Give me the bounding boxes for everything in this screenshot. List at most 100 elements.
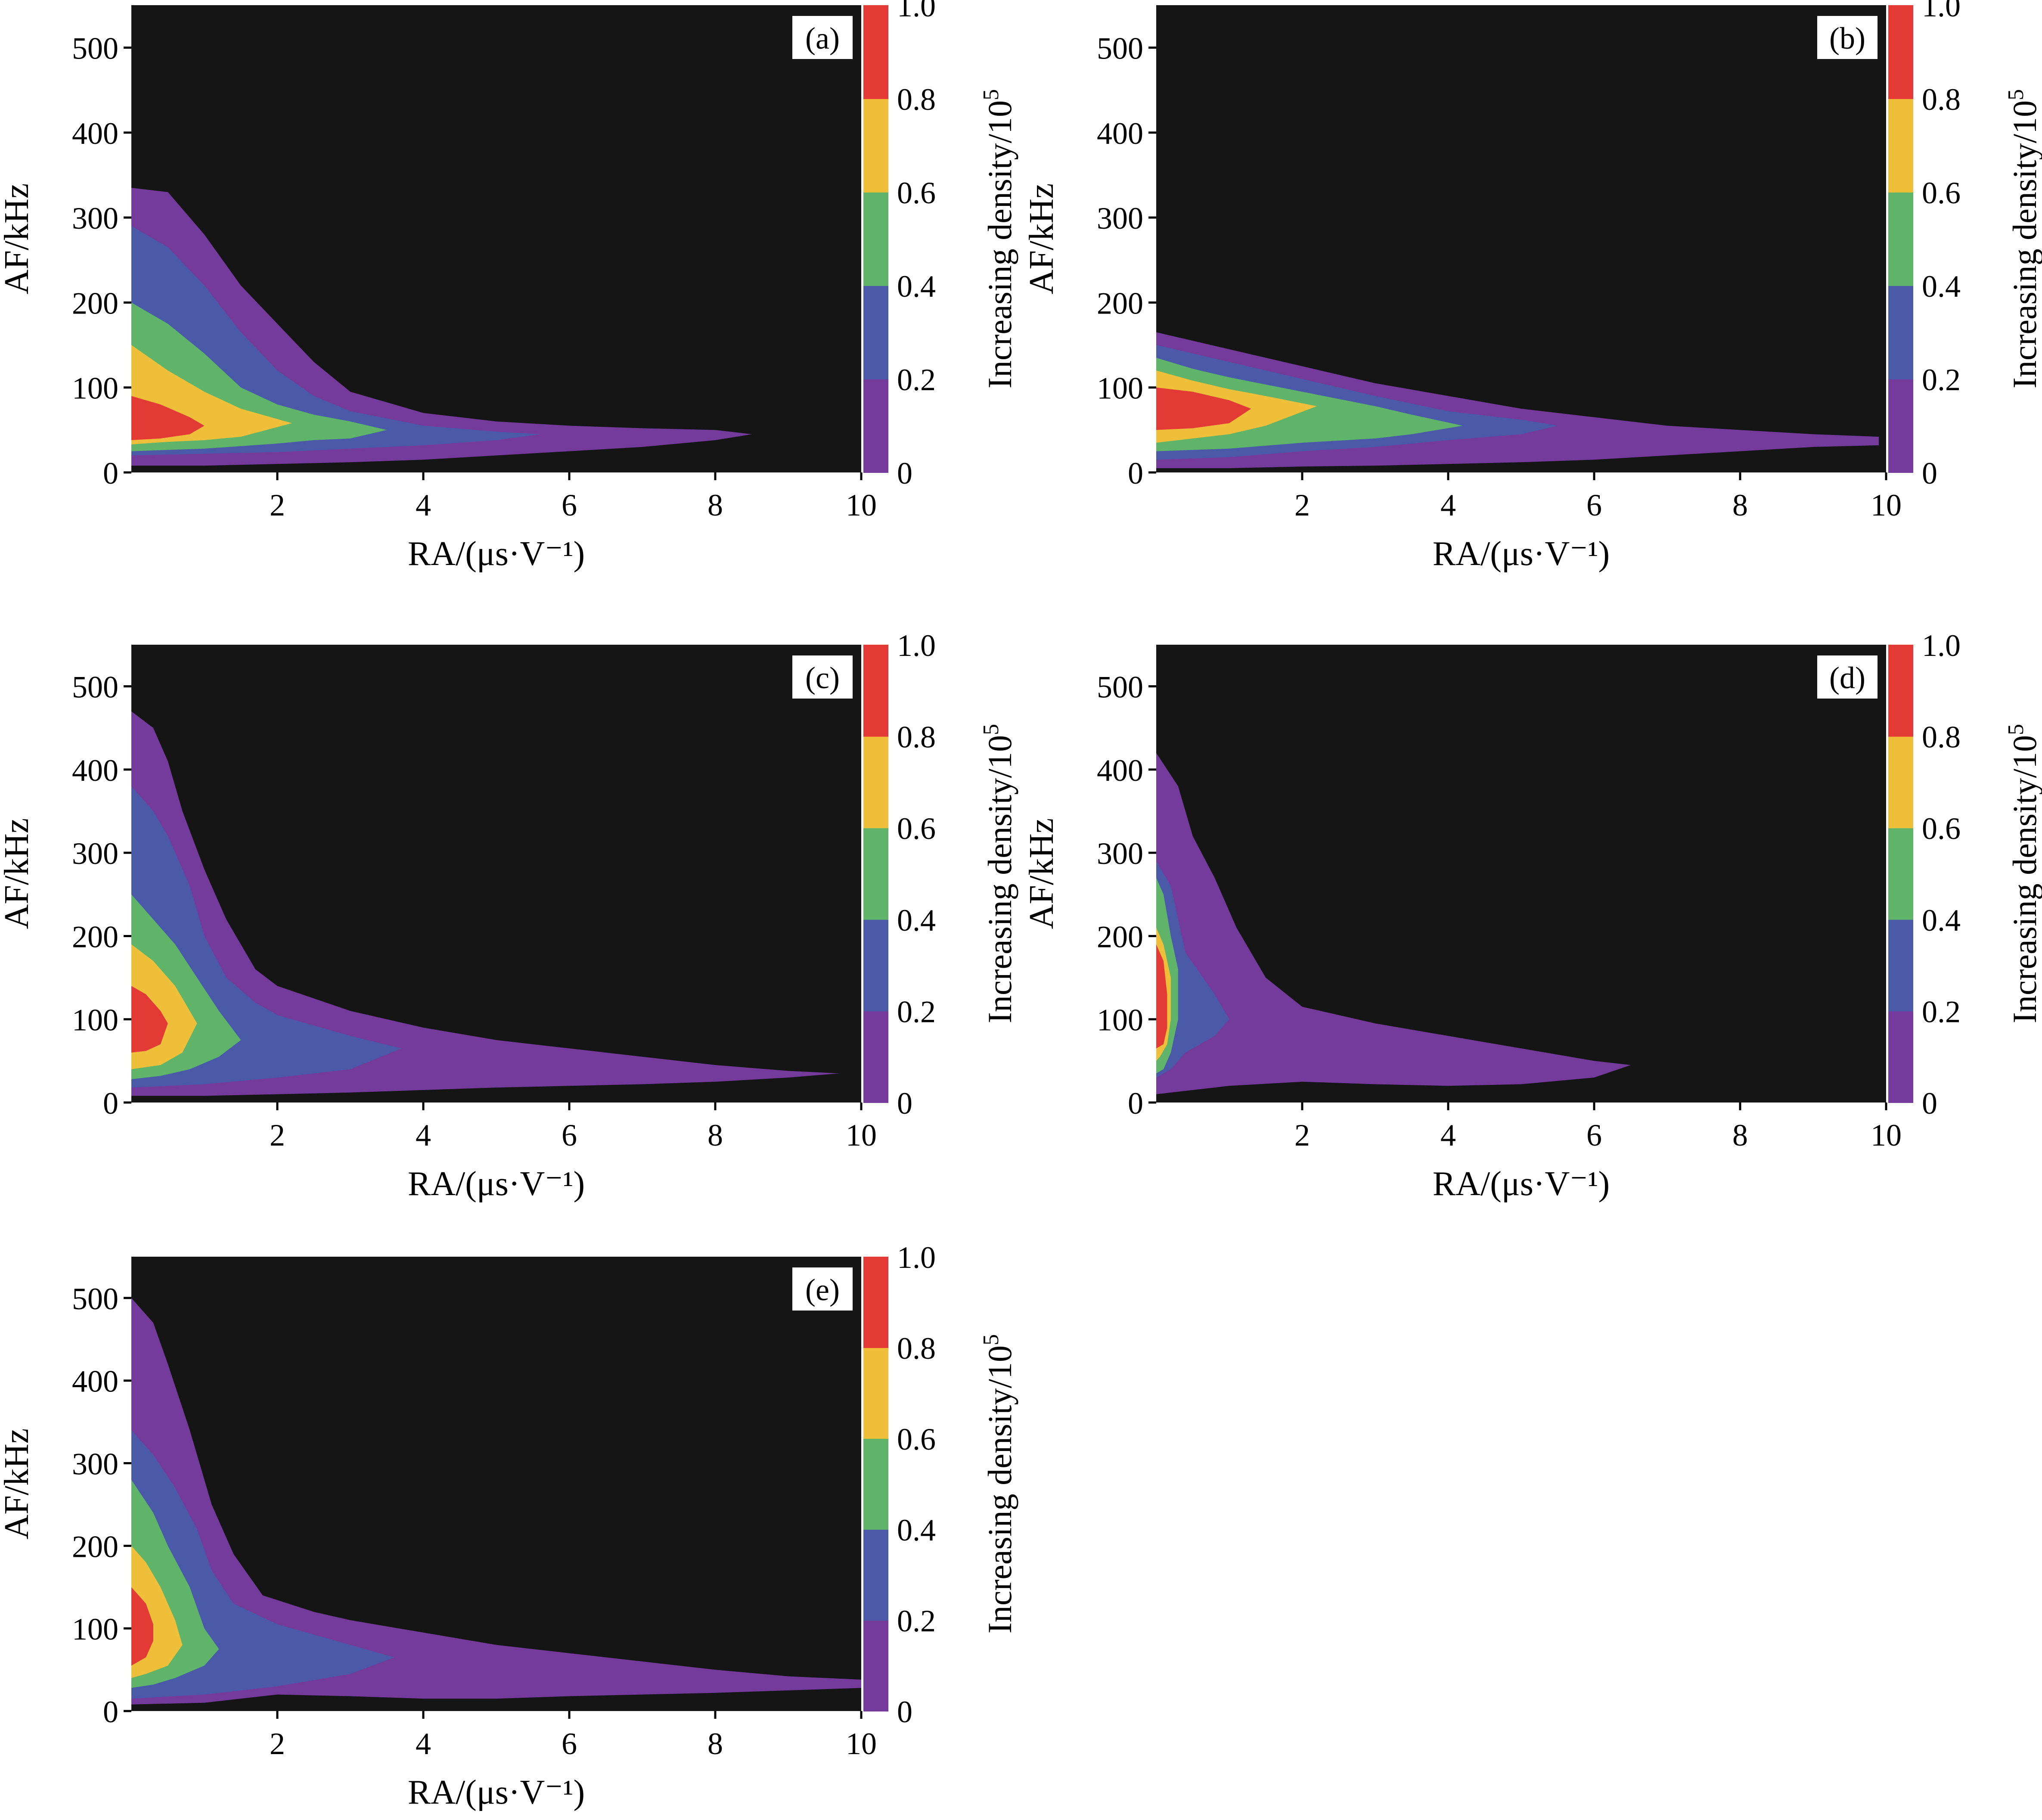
colorbar-tick-label: 0.2: [897, 363, 936, 397]
density-region-1: [131, 711, 840, 1096]
colorbar-tick-label: 0: [1922, 1086, 1937, 1121]
colorbar-segment: [863, 1620, 888, 1711]
colorbar-title: Increasing density/105: [2004, 724, 2042, 1023]
colorbar-segment: [863, 99, 888, 193]
colorbar-tick-label: 0.8: [897, 82, 936, 117]
y-tick-label: 100: [72, 1003, 118, 1037]
colorbar-tick-label: 0: [1922, 456, 1937, 491]
colorbar-segment: [1888, 919, 1913, 1012]
colorbar-segment: [863, 379, 888, 473]
y-tick-label: 0: [103, 1695, 118, 1729]
colorbar-title-exponent: 5: [979, 1334, 1003, 1345]
colorbar-tick-label: 0.4: [1922, 903, 1961, 938]
x-tick-label: 2: [270, 1118, 285, 1152]
density-region-5: [131, 986, 168, 1053]
y-tick-label: 500: [1097, 31, 1143, 66]
y-tick-label: 200: [72, 919, 118, 954]
panel-label: (c): [805, 661, 840, 695]
colorbar-tick-label: 0.8: [1922, 82, 1961, 117]
panel-label-box: [1817, 16, 1878, 59]
colorbar-segment: [1888, 1011, 1913, 1103]
y-tick-label: 500: [1097, 670, 1143, 705]
colorbar-segment: [863, 192, 888, 286]
x-tick-label: 4: [1440, 1118, 1456, 1152]
chart-panel-d: (d) 0 100 200 300 400 500 2 4 6 8 10 RA/(μs·V⁻¹) AF/k…: [1023, 628, 2042, 1203]
colorbar-tick-label: 1.0: [1922, 628, 1961, 663]
y-tick-label: 200: [1097, 286, 1143, 320]
x-tick-label: 8: [708, 1727, 723, 1761]
colorbar-segment: [863, 1438, 888, 1530]
chart-panel-e: (e) 0 100 200 300 400 500 2 4 6 8 10 RA/(μs·V⁻¹) AF/k…: [0, 1240, 1018, 1811]
y-tick-label: 200: [72, 286, 118, 320]
chart-panel-a: (a) 0 100 200 300 400 500 2 4 6 8 10 RA/(μs·V⁻¹) AF/k…: [0, 0, 1018, 573]
y-tick-label: 500: [72, 670, 118, 705]
colorbar-segment: [1888, 5, 1913, 99]
y-tick-label: 300: [1097, 201, 1143, 236]
x-tick-label: 4: [416, 1727, 431, 1761]
colorbar-segment: [863, 1011, 888, 1103]
x-tick-label: 2: [1294, 1118, 1310, 1152]
y-tick-label: 0: [1128, 1086, 1143, 1121]
colorbar-segment: [863, 645, 888, 737]
x-tick-label: 2: [270, 488, 285, 522]
y-tick-label: 500: [72, 1282, 118, 1316]
colorbar-segment: [863, 5, 888, 99]
y-tick-label: 400: [72, 1364, 118, 1399]
panel-label-box: [792, 1267, 853, 1311]
y-tick-label: 300: [72, 836, 118, 871]
panel-label-box: [1817, 655, 1878, 699]
x-tick-label: 8: [1732, 1118, 1748, 1152]
x-tick-label: 4: [416, 488, 431, 522]
x-axis-label: RA/(μs·V⁻¹): [408, 535, 585, 573]
density-region-5: [131, 396, 205, 440]
colorbar-tick-label: 0.8: [897, 720, 936, 755]
x-tick-label: 8: [708, 1118, 723, 1152]
colorbar-tick-label: 0.6: [897, 176, 936, 210]
y-tick-label: 300: [72, 1447, 118, 1481]
colorbar-segment: [1888, 645, 1913, 737]
y-tick-label: 400: [72, 116, 118, 151]
panel-label: (e): [805, 1273, 840, 1307]
colorbar-title-main: Increasing density/10: [981, 735, 1018, 1023]
x-tick-label: 2: [270, 1727, 285, 1761]
colorbar-segment: [863, 286, 888, 379]
colorbar-tick-label: 0.4: [897, 903, 936, 938]
y-tick-label: 0: [103, 456, 118, 491]
x-tick-label: 4: [1440, 488, 1456, 522]
colorbar-title: Increasing density/105: [979, 724, 1018, 1023]
colorbar-tick-label: 0.6: [897, 1422, 936, 1457]
density-region-5: [131, 1587, 153, 1666]
density-region-1: [1156, 753, 1631, 1094]
density-region-5: [1156, 387, 1251, 430]
chart-panel-c: (c) 0 100 200 300 400 500 2 4 6 8 10 RA/(μs·V⁻¹) AF/k…: [0, 628, 1018, 1203]
colorbar-segment: [1888, 192, 1913, 286]
colorbar-segment: [1888, 99, 1913, 193]
colorbar-tick-label: 0.8: [897, 1331, 936, 1366]
y-tick-label: 300: [72, 201, 118, 236]
colorbar-segment: [1888, 736, 1913, 829]
colorbar-tick-label: 0.8: [1922, 720, 1961, 755]
colorbar-tick-label: 0: [897, 1695, 912, 1729]
colorbar-segment: [863, 1529, 888, 1621]
colorbar-title-exponent: 5: [979, 89, 1003, 100]
x-tick-label: 6: [1586, 1118, 1602, 1152]
x-axis-label: RA/(μs·V⁻¹): [1433, 1165, 1610, 1203]
y-axis-label: AF/kHz: [0, 183, 36, 295]
colorbar-segment: [863, 1257, 888, 1348]
colorbar-title-exponent: 5: [2004, 89, 2028, 100]
x-axis-label: RA/(μs·V⁻¹): [408, 1773, 585, 1811]
colorbar-title: Increasing density/105: [979, 1334, 1018, 1634]
colorbar-title-exponent: 5: [979, 724, 1003, 735]
colorbar-title-exponent: 5: [2004, 724, 2028, 735]
y-tick-label: 500: [72, 31, 118, 66]
x-axis-label: RA/(μs·V⁻¹): [1433, 535, 1610, 573]
x-tick-label: 4: [416, 1118, 431, 1152]
colorbar-segment: [863, 828, 888, 920]
y-tick-label: 300: [1097, 836, 1143, 871]
colorbar-tick-label: 0.2: [1922, 994, 1961, 1029]
y-tick-label: 100: [1097, 371, 1143, 406]
panel-label: (a): [805, 21, 840, 56]
colorbar-tick-label: 0: [897, 456, 912, 491]
colorbar-tick-label: 0.4: [1922, 269, 1961, 304]
y-tick-label: 400: [1097, 753, 1143, 788]
